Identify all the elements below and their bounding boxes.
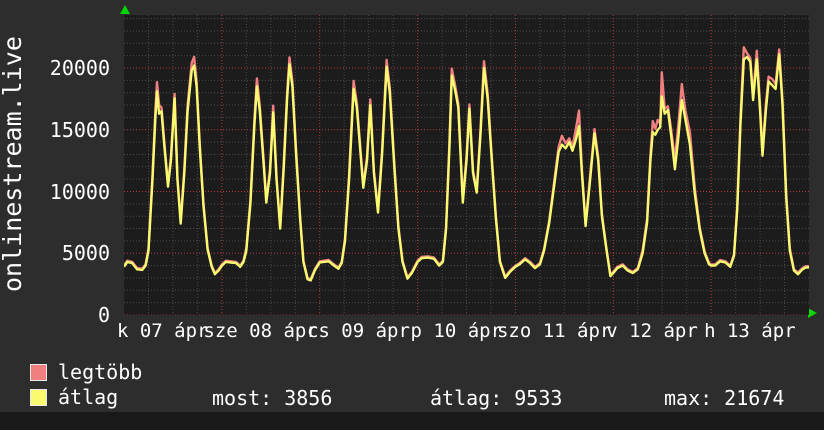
plot-area [124,15,809,315]
x-tick-label: v 12 ápr [606,320,698,342]
graph-title-vertical: onlinestream.live [0,36,27,292]
stat-atlag-label: átlag: [430,386,503,410]
y-axis-arrow-icon [120,5,130,14]
x-tick-label: k 07 ápr [116,320,209,342]
chart-svg [124,15,809,315]
stat-max-label: max: [664,386,713,410]
legend-swatch-atlag [30,389,47,406]
y-tick-label: 0 [97,303,110,327]
x-tick-label: h 13 ápr [704,320,796,342]
x-tick-label: cs 09 ápr [306,320,410,342]
x-tick-label: sze 08 ápr [203,320,318,342]
legend-label-legtobb: legtöbb [58,360,143,384]
x-axis-arrow-icon [808,308,817,318]
y-tick-label: 20000 [49,56,110,80]
stat-max: max: 21674 [664,387,784,409]
legend-label-atlag: átlag [58,385,119,409]
y-tick-label: 15000 [49,117,110,142]
legend-swatch-legtobb [30,364,47,381]
stat-most-value: 3856 [284,386,333,410]
x-tick-label: p 10 ápr [410,320,503,342]
series-line-atlag [124,53,809,282]
stat-atlag: átlag: 9533 [430,387,562,409]
y-tick-label: 10000 [49,179,110,204]
stat-max-value: 21674 [724,386,785,410]
x-tick-label: szo 11 ápr [496,320,612,342]
stat-most: most: 3856 [212,387,332,409]
bottom-bar [0,412,824,430]
stat-most-label: most: [212,386,273,410]
y-tick-label: 5000 [61,241,110,266]
stat-atlag-value: 9533 [514,386,563,410]
